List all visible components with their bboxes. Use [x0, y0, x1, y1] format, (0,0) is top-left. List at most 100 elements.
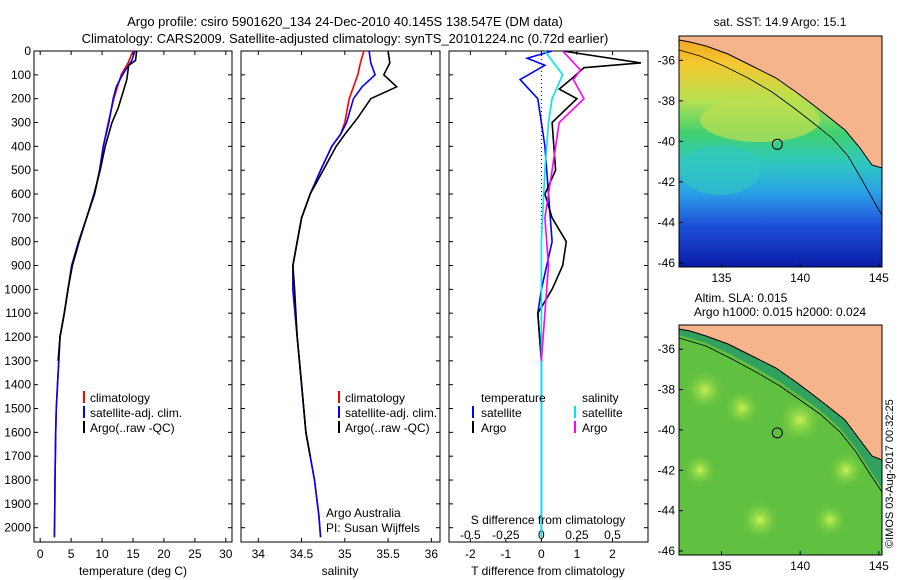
sla-blob: [683, 368, 727, 412]
series-line-satellite-adj-clim-: [292, 50, 377, 538]
legend-argo-label: Argo(..raw -QC): [90, 421, 175, 435]
map-y-tick-label: -42: [658, 463, 676, 477]
legend-s-satellite-label: satellite: [582, 406, 623, 420]
t-difference-x-label: T difference from climatology: [471, 564, 625, 578]
difference-legend: temperature salinity satellite Argo sate…: [472, 391, 623, 435]
y-tick-label: 1600: [4, 425, 31, 439]
legend-climatology-label: climatology: [345, 391, 405, 405]
salinity-legend: climatology satellite-adj. clim. Argo(..…: [338, 391, 437, 435]
sla-blob: [826, 450, 866, 490]
x-tick-label: 20: [157, 547, 171, 561]
y-tick-label: 2000: [4, 521, 31, 535]
y-tick-label: 1900: [4, 497, 31, 511]
salinity-y-axis: [241, 50, 440, 529]
watermark: ©IMOS 03-Aug-2017 00:32:25: [884, 399, 896, 548]
series-line-argo-raw-qc-: [292, 50, 399, 457]
x-tick-label: 10: [95, 547, 109, 561]
sla-shelf-contour: [679, 337, 882, 493]
y-tick-label: 1400: [4, 378, 31, 392]
sla-blob: [812, 502, 848, 538]
x-tick-label: -1: [501, 547, 512, 561]
y-tick-label: 100: [11, 68, 31, 82]
sla-blob: [682, 452, 718, 488]
sst-land: [679, 36, 882, 168]
sst-map: [679, 36, 882, 267]
map-y-tick-label: -46: [658, 256, 676, 270]
sst-shelf-contour: [679, 49, 882, 216]
sst-cool-patch: [680, 145, 760, 195]
difference-panel-frame: [448, 50, 649, 543]
x-tick-label: -0.5: [460, 528, 481, 542]
sla-map-frame: [678, 324, 883, 556]
temperature-series: [53, 50, 138, 538]
legend-s-argo-label: Argo: [582, 421, 608, 435]
legend-satellite-label: satellite-adj. clim.: [90, 406, 182, 420]
map-x-tick-label: 140: [790, 271, 810, 285]
map-x-tick-label: 140: [790, 559, 810, 573]
salinity-panel-frame: [240, 50, 441, 543]
salinity-series: [292, 50, 399, 538]
sla-map-title-1: Altim. SLA: 0.015: [695, 291, 788, 305]
y-tick-label: 900: [11, 259, 31, 273]
y-tick-label: 800: [11, 235, 31, 249]
difference-series: [518, 50, 642, 538]
sla-argo-marker: [771, 427, 783, 439]
x-tick-label: 35.5: [376, 547, 400, 561]
y-tick-label: 1100: [5, 306, 31, 320]
s-difference-x-axis: -0.5-0.2500.250.5: [460, 528, 621, 542]
temperature-y-axis: 0 100 200 300 400 500 600 700 800 900 1000 1100 1200…: [4, 44, 232, 535]
y-tick-label: 300: [11, 116, 31, 130]
y-tick-label: 1700: [4, 449, 31, 463]
sla-map: [679, 325, 882, 555]
map-y-tick-label: -38: [658, 94, 676, 108]
y-tick-label: 1500: [4, 402, 31, 416]
series-line-satellite: [540, 50, 564, 538]
x-tick-label: 30: [219, 547, 233, 561]
salinity-x-label: salinity: [322, 564, 359, 578]
map-y-tick-label: -44: [658, 215, 676, 229]
map-y-tick-label: -40: [658, 134, 676, 148]
legend-temperature-title: temperature: [481, 391, 546, 405]
sla-land: [679, 325, 882, 460]
sst-map-title: sat. SST: 14.9 Argo: 15.1: [714, 15, 847, 29]
y-tick-label: 1300: [4, 354, 31, 368]
sla-map-axes: 135 140 145 -36 -38 -40 -42 -44 -46: [658, 342, 890, 573]
title-line-1: Argo profile: csiro 5901620_134 24-Dec-2…: [127, 14, 563, 29]
sst-map-axes: 135 140 145 -36 -38 -40 -42 -44 -46: [658, 53, 890, 285]
legend-satellite-label: satellite-adj. clim.: [345, 406, 437, 420]
x-tick-label: -0.25: [492, 528, 520, 542]
salinity-x-axis: 34 34.5 35 35.5 36: [252, 51, 438, 561]
map-y-tick-label: -38: [658, 383, 676, 397]
t-difference-x-axis: -2 -1 0 1 2: [465, 51, 616, 561]
sst-argo-marker: [771, 138, 783, 150]
x-tick-label: 0: [538, 547, 545, 561]
x-tick-label: 34: [252, 547, 266, 561]
temperature-x-label: temperature (deg C): [79, 564, 187, 578]
sla-blob: [738, 498, 782, 542]
temperature-legend: climatology satellite-adj. clim. Argo(..…: [83, 391, 182, 435]
x-tick-label: 15: [126, 547, 140, 561]
x-tick-label: 0: [37, 547, 44, 561]
x-tick-label: 0.25: [565, 528, 589, 542]
legend-t-satellite-label: satellite: [481, 406, 522, 420]
map-y-tick-label: -40: [658, 423, 676, 437]
series-line-argo-raw-qc-: [57, 50, 138, 361]
series-line-climatology: [53, 50, 134, 538]
map-y-tick-label: -44: [658, 504, 676, 518]
sla-map-title-2: Argo h1000: 0.015 h2000: 0.024: [694, 305, 866, 319]
legend-climatology-label: climatology: [90, 391, 150, 405]
y-tick-label: 200: [11, 92, 31, 106]
temperature-x-axis: 0 5 10 15 20 25 30: [37, 51, 233, 561]
s-difference-x-label: S difference from climatology: [471, 513, 626, 527]
map-y-tick-label: -42: [658, 175, 676, 189]
difference-y-axis: [449, 50, 648, 529]
sst-map-frame: [678, 35, 883, 268]
map-x-tick-label: 145: [869, 559, 889, 573]
x-tick-label: 1: [574, 547, 581, 561]
map-x-tick-label: 145: [869, 271, 889, 285]
legend-t-argo-label: Argo: [481, 421, 507, 435]
map-y-tick-label: -36: [658, 53, 676, 67]
map-y-tick-label: -36: [658, 342, 676, 356]
x-tick-label: 5: [68, 547, 75, 561]
